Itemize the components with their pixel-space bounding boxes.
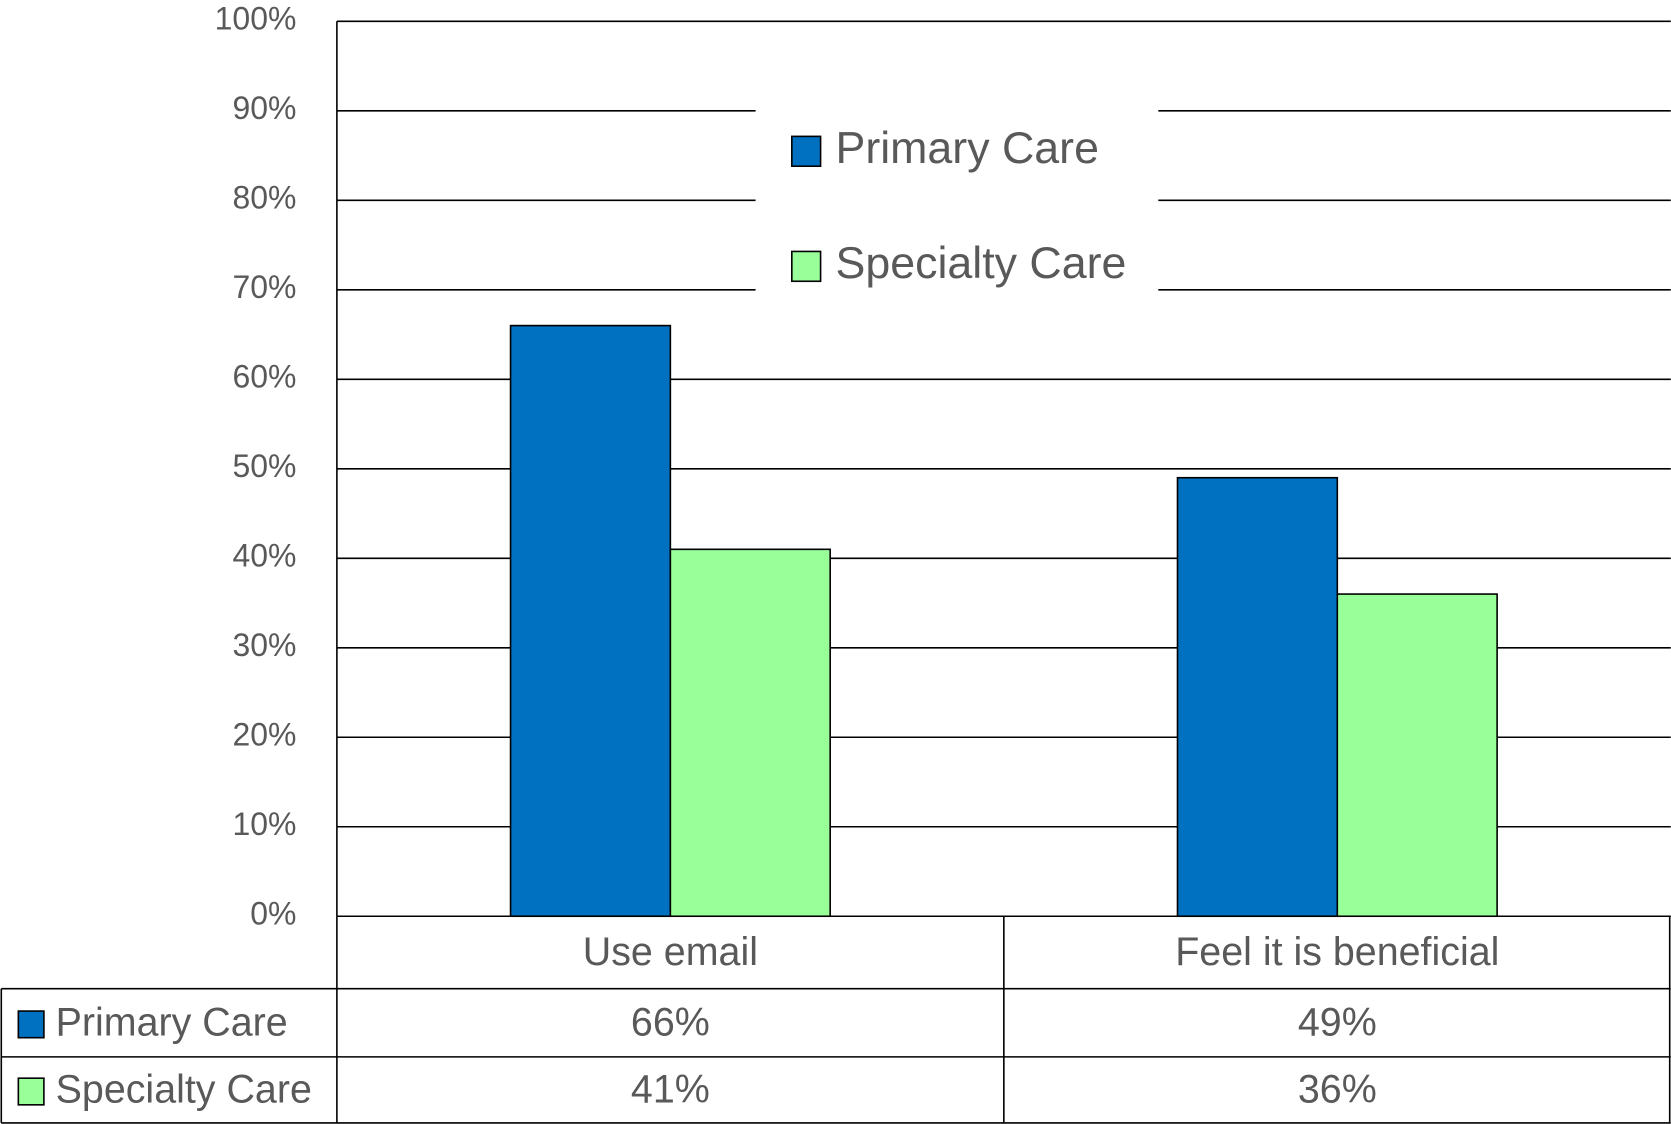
y-tick-label: 50% [232, 448, 296, 484]
legend-swatch [791, 135, 822, 168]
bar [1176, 476, 1339, 918]
y-tick-label: 80% [232, 180, 296, 216]
table-value: 66% [631, 1000, 710, 1044]
x-tick-label: Use email [583, 930, 758, 974]
y-tick-label: 40% [232, 538, 296, 574]
y-tick-label: 30% [232, 627, 296, 663]
x-tick-label: Feel it is beneficial [1175, 930, 1499, 974]
y-tick-label: 70% [232, 269, 296, 305]
y-tick-label: 20% [232, 717, 296, 753]
table-value: 41% [631, 1067, 710, 1111]
y-tick-label: 60% [232, 359, 296, 395]
table-swatch [17, 1077, 45, 1106]
y-tick-label: 90% [232, 90, 296, 126]
bar [669, 548, 831, 918]
legend-box [755, 104, 1159, 303]
y-tick-label: 0% [250, 896, 296, 932]
legend-swatch [791, 250, 822, 283]
bar [1336, 593, 1498, 918]
bar [509, 324, 672, 918]
y-tick-label: 10% [232, 806, 296, 842]
y-tick-label: 100% [215, 1, 297, 37]
table-swatch [17, 1010, 45, 1039]
table-series-name: Primary Care [56, 1000, 288, 1044]
table-series-name: Specialty Care [56, 1067, 312, 1111]
table-value: 49% [1298, 1000, 1377, 1044]
legend-label: Specialty Care [836, 238, 1127, 288]
legend-label: Primary Care [836, 123, 1099, 173]
table-value: 36% [1298, 1067, 1377, 1111]
